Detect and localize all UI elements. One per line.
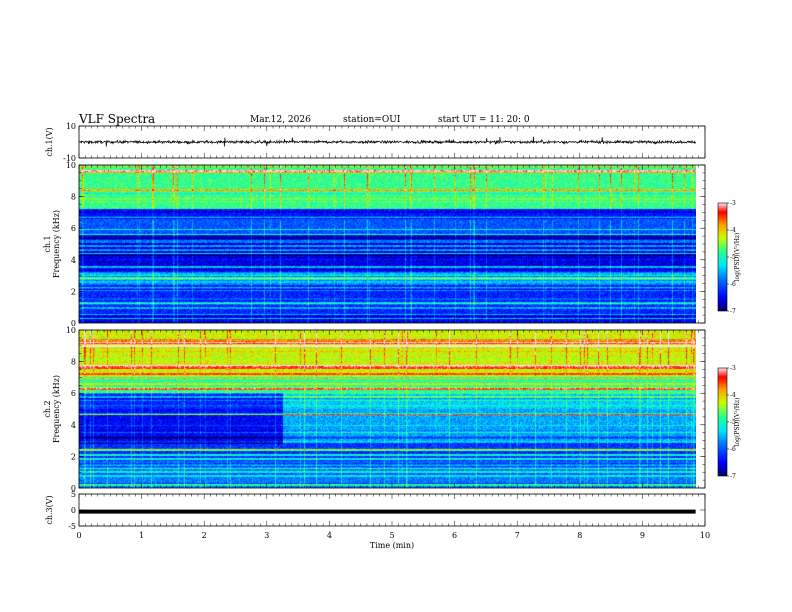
ch2-spectrogram-image bbox=[79, 330, 696, 488]
ch2-spectrogram-ytick-label: 10 bbox=[66, 326, 76, 335]
time-tick-label: 6 bbox=[452, 531, 457, 540]
ch2-spectrogram-ylabel: ch.2 bbox=[43, 400, 52, 417]
ch1-waveform-ytick-label: -10 bbox=[63, 154, 76, 163]
ch2-spectrogram-ytick-label: 0 bbox=[71, 484, 76, 493]
time-axis-label: Time (min) bbox=[370, 541, 414, 550]
ch2-spectrogram-ylabel: Frequency (kHz) bbox=[52, 375, 61, 443]
time-tick-label: 4 bbox=[327, 531, 332, 540]
ch1-spectrogram-ylabel: ch.1 bbox=[43, 235, 52, 252]
ch2-spectrogram-colorbar-label: log(PSD)(V²/Hz) bbox=[734, 398, 741, 447]
ch1-spectrogram-image bbox=[79, 165, 696, 323]
ch1-spectrogram-colorbar bbox=[718, 203, 727, 311]
ch1-spectrogram-ytick-label: 10 bbox=[66, 161, 76, 170]
ch2-spectrogram-colorbar-tick-label: -6 bbox=[730, 446, 736, 453]
ch2-spectrogram-colorbar-tick-label: -7 bbox=[730, 473, 736, 480]
ch1-spectrogram-ytick-label: 4 bbox=[71, 256, 76, 265]
time-tick-label: 7 bbox=[515, 531, 520, 540]
ch1-spectrogram-ytick-label: 0 bbox=[71, 319, 76, 328]
ch3-waveform-ylabel: ch.3(V) bbox=[45, 495, 54, 524]
ch1-spectrogram-ytick-label: 6 bbox=[71, 224, 76, 233]
ch1-spectrogram-ylabel: Frequency (kHz) bbox=[52, 210, 61, 278]
ch1-waveform-ytick-label: 10 bbox=[66, 122, 76, 131]
time-tick-label: 3 bbox=[264, 531, 269, 540]
ch3-waveform-ytick-label: 5 bbox=[71, 490, 76, 499]
plot-title: VLF Spectra bbox=[79, 112, 156, 126]
date-label: Mar.12, 2026 bbox=[250, 115, 311, 125]
ch2-spectrogram-colorbar-tick-label: -5 bbox=[730, 419, 736, 426]
ch1-spectrogram-ytick-label: 2 bbox=[71, 287, 76, 296]
time-tick-label: 10 bbox=[700, 531, 710, 540]
ch2-spectrogram-ytick-label: 4 bbox=[71, 421, 76, 430]
ch1-spectrogram-ytick-label: 8 bbox=[71, 193, 76, 202]
time-tick-label: 2 bbox=[202, 531, 207, 540]
ch2-spectrogram-ytick-label: 6 bbox=[71, 389, 76, 398]
ch3-waveform-ytick-label: 0 bbox=[71, 506, 76, 515]
ch3-waveform-ytick-label: -5 bbox=[68, 522, 76, 531]
ch3-waveform-trace bbox=[79, 509, 696, 514]
ch1-spectrogram-colorbar-tick-label: -7 bbox=[730, 308, 736, 315]
time-tick-label: 1 bbox=[139, 531, 144, 540]
ch1-spectrogram-colorbar-label: log(PSD)(V²/Hz) bbox=[734, 233, 741, 282]
ch2-spectrogram-ytick-label: 8 bbox=[71, 358, 76, 367]
ch1-spectrogram-colorbar-tick-label: -4 bbox=[730, 227, 736, 234]
time-tick-label: 5 bbox=[389, 531, 394, 540]
ch1-spectrogram-colorbar-tick-label: -5 bbox=[730, 254, 736, 261]
ch2-spectrogram-colorbar-tick-label: -4 bbox=[730, 392, 736, 399]
ch1-spectrogram-colorbar-tick-label: -3 bbox=[730, 200, 736, 207]
ch1-spectrogram-colorbar-tick-label: -6 bbox=[730, 281, 736, 288]
ch1-waveform-ylabel: ch.1(V) bbox=[45, 127, 54, 156]
start-time-label: start UT = 11: 20: 0 bbox=[438, 115, 530, 125]
time-tick-label: 0 bbox=[76, 531, 81, 540]
time-tick-label: 8 bbox=[577, 531, 582, 540]
ch1-waveform-trace bbox=[78, 136, 696, 147]
station-label: station=OUI bbox=[343, 115, 401, 125]
time-tick-label: 9 bbox=[640, 531, 645, 540]
ch2-spectrogram-colorbar-tick-label: -3 bbox=[730, 365, 736, 372]
ch2-spectrogram-ytick-label: 2 bbox=[71, 452, 76, 461]
ch2-spectrogram-colorbar bbox=[718, 368, 727, 476]
